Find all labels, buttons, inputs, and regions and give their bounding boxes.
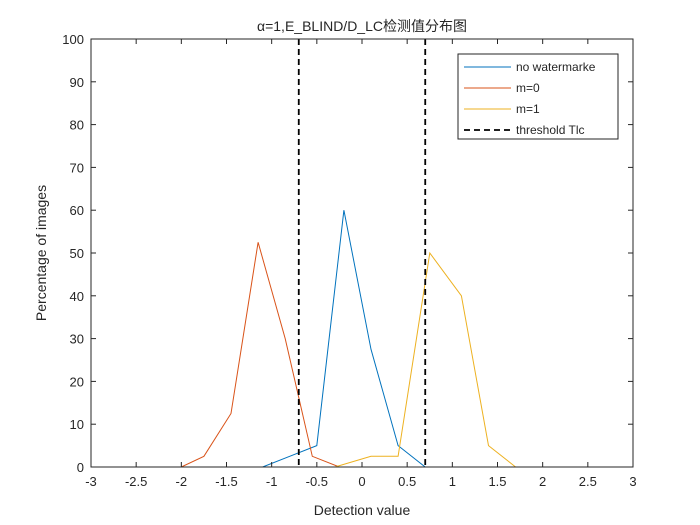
x-tick-label: 0 [358, 474, 365, 489]
x-tick-label: 1.5 [488, 474, 506, 489]
x-tick-label: -3 [85, 474, 97, 489]
y-tick-label: 30 [70, 332, 84, 347]
legend: no watermarke m=0 m=1 threshold Tlc [457, 53, 619, 140]
x-tick-label: -2.5 [125, 474, 147, 489]
y-tick-label: 20 [70, 374, 84, 389]
x-tick-label: 3 [629, 474, 636, 489]
y-tick-label: 90 [70, 75, 84, 90]
x-tick-label: -1 [266, 474, 278, 489]
x-tick-label: 1 [449, 474, 456, 489]
chart-title: α=1,E_BLIND/D_LC检测值分布图 [257, 18, 467, 34]
y-tick-label: 10 [70, 417, 84, 432]
y-tick-label: 80 [70, 118, 84, 133]
axes-layer: -3 -2.5 -2 -1.5 -1 -0.5 0 0.5 1 1.5 2 2.5 3010203040… [62, 32, 636, 489]
legend-box [457, 53, 619, 140]
x-axis-label: Detection value [314, 502, 411, 518]
y-tick-label: 70 [70, 160, 84, 175]
x-tick-label: 2 [539, 474, 546, 489]
series-line-3 [91, 251, 633, 468]
y-tick-label: 100 [62, 32, 84, 47]
y-tick-label: 40 [70, 289, 84, 304]
legend-label: m=1 [516, 102, 540, 116]
x-tick-label: -0.5 [306, 474, 328, 489]
y-tick-label: 0 [77, 460, 84, 475]
legend-label: threshold Tlc [516, 123, 584, 137]
x-tick-label: -1.5 [215, 474, 237, 489]
legend-label: m=0 [516, 81, 540, 95]
y-axis-label: Percentage of images [33, 185, 49, 321]
x-tick-label: 2.5 [579, 474, 597, 489]
y-tick-label: 60 [70, 203, 84, 218]
x-tick-label: -2 [176, 474, 188, 489]
x-tick-label: 0.5 [398, 474, 416, 489]
y-tick-label: 50 [70, 246, 84, 261]
legend-label: no watermarke [516, 60, 596, 74]
